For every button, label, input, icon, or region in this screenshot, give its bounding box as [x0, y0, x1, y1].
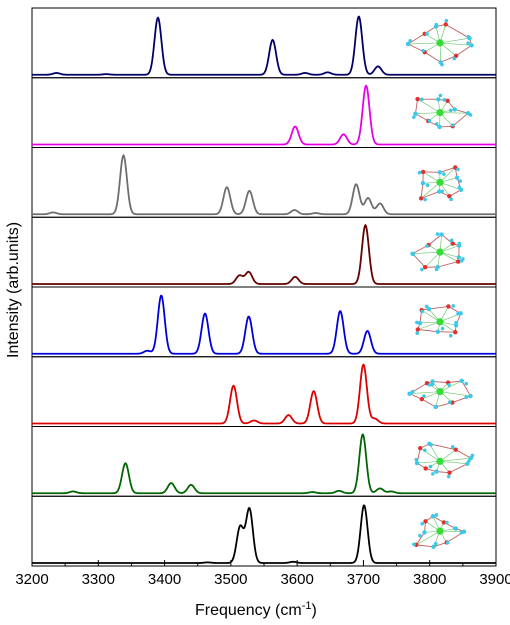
x-tick-label-3900: 3900	[479, 571, 510, 588]
panel-4-structure-icon	[410, 232, 465, 272]
x-axis-title-main: Frequency (cm	[195, 602, 302, 619]
panel-1-spectrum-line	[32, 15, 496, 76]
panel-8	[31, 495, 497, 567]
panel-3	[31, 147, 497, 218]
panel-4-spectrum-line	[32, 223, 496, 285]
panel-1-structure-icon	[405, 18, 474, 67]
panel-8-frame	[31, 495, 497, 567]
panel-6-spectrum-line	[32, 363, 496, 425]
x-tick-label-3400: 3400	[148, 571, 181, 588]
panel-6	[31, 356, 497, 427]
x-axis-title-end: )	[311, 602, 316, 619]
panel-5-spectrum-line	[32, 294, 496, 355]
panels-group	[31, 7, 497, 567]
x-axis-title-superscript: -1	[302, 600, 312, 612]
panel-7-frame	[31, 426, 497, 497]
panel-3-spectrum-line	[32, 154, 496, 216]
panel-6-structure-icon	[407, 378, 473, 410]
panel-5-frame	[31, 286, 497, 358]
x-tick-label-3800: 3800	[413, 571, 446, 588]
x-axis-title: Frequency (cm-1)	[195, 600, 317, 619]
panel-8-structure-icon	[412, 513, 467, 550]
panel-4	[31, 216, 497, 288]
panel-4-frame	[31, 216, 497, 288]
panel-2-spectrum-line	[32, 84, 496, 146]
panel-6-frame	[31, 356, 497, 427]
panel-1	[31, 7, 497, 79]
panel-2-frame	[31, 77, 497, 148]
x-axis: 3200 3300 3400 3500 3600 3700 3800 3900	[15, 560, 510, 588]
panel-2	[31, 77, 497, 148]
panel-7-spectrum-line	[32, 433, 496, 495]
panel-7-structure-icon	[414, 441, 475, 479]
x-tick-label-3200: 3200	[15, 571, 48, 588]
panel-7	[31, 426, 497, 497]
x-tick-label-3500: 3500	[214, 571, 247, 588]
y-axis-title: Intensity (arb.units)	[5, 222, 22, 358]
x-tick-label-3600: 3600	[280, 571, 313, 588]
panel-3-structure-icon	[417, 165, 464, 202]
panel-5-structure-icon	[415, 304, 463, 338]
panel-1-frame	[31, 7, 497, 79]
panel-5	[31, 286, 497, 358]
panel-8-spectrum-line	[32, 504, 496, 564]
panel-2-structure-icon	[412, 93, 473, 130]
x-tick-label-3700: 3700	[347, 571, 380, 588]
panel-3-frame	[31, 147, 497, 218]
x-tick-label-3300: 3300	[82, 571, 115, 588]
